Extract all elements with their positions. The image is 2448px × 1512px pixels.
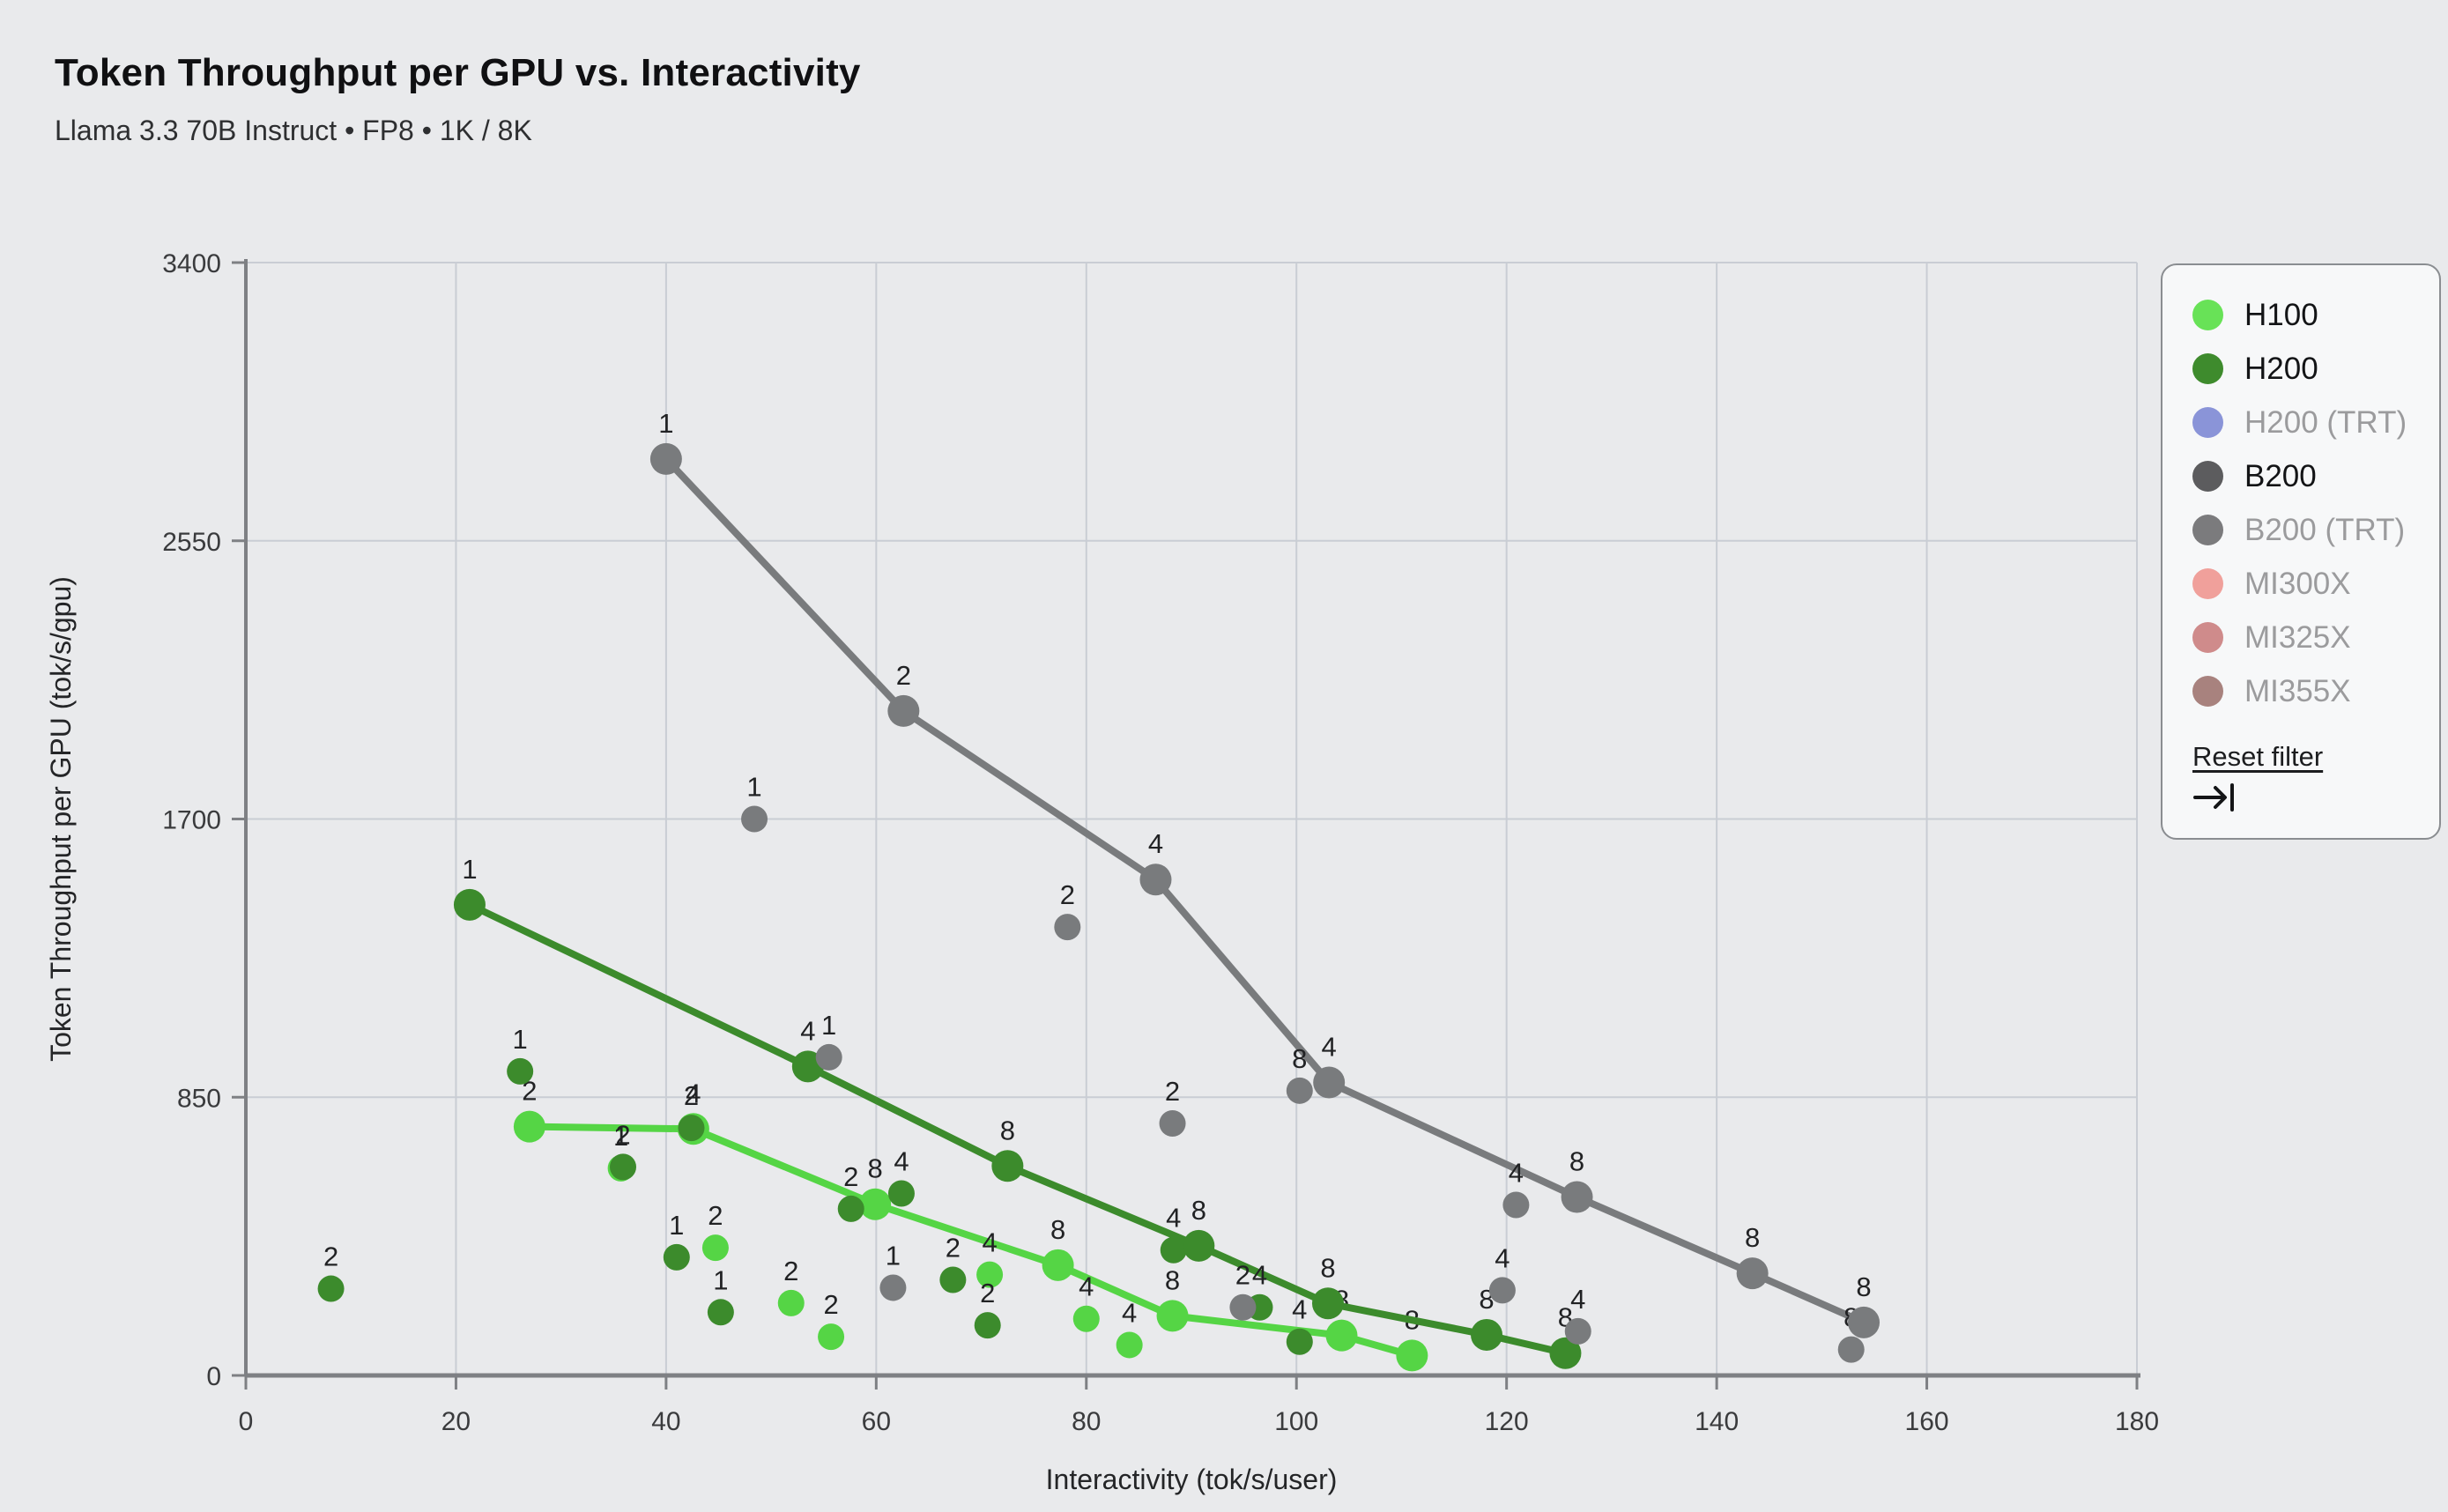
legend-item-label: B200 (TRT) [2244, 512, 2406, 547]
legend-item-label: B200 [2244, 458, 2317, 493]
legend-item-mi355x[interactable]: MI355X [2192, 664, 2422, 718]
legend-item-label: MI300X [2244, 566, 2351, 601]
legend-item-label: H200 (TRT) [2244, 404, 2407, 440]
svg-text:4: 4 [1292, 1294, 1307, 1325]
legend-item-mi300x[interactable]: MI300X [2192, 557, 2422, 611]
legend-color-dot [2192, 676, 2223, 707]
svg-text:1: 1 [462, 854, 477, 885]
legend-color-dot [2192, 515, 2223, 545]
svg-text:2: 2 [1165, 1076, 1180, 1107]
svg-text:4: 4 [1509, 1157, 1524, 1188]
legend-item-label: MI325X [2244, 619, 2351, 655]
svg-text:2: 2 [783, 1256, 798, 1286]
svg-text:1700: 1700 [162, 806, 221, 835]
chart-header: Token Throughput per GPU vs. Interactivi… [55, 51, 861, 147]
svg-text:0: 0 [206, 1362, 221, 1391]
svg-text:4: 4 [982, 1227, 997, 1258]
legend-item-label: H100 [2244, 297, 2318, 332]
svg-text:2: 2 [980, 1278, 995, 1308]
legend-item-label: MI355X [2244, 673, 2351, 708]
svg-text:2: 2 [684, 1080, 699, 1111]
svg-text:2: 2 [1235, 1260, 1250, 1291]
legend-color-dot [2192, 461, 2223, 492]
legend-color-dot [2192, 622, 2223, 653]
svg-text:100: 100 [1274, 1407, 1318, 1436]
legend-item-h200-trt[interactable]: H200 (TRT) [2192, 396, 2422, 449]
tab-arrow-icon[interactable] [2192, 782, 2238, 813]
svg-text:3400: 3400 [162, 249, 221, 278]
reset-filter-link[interactable]: Reset filter [2192, 741, 2324, 772]
svg-text:2: 2 [615, 1119, 630, 1150]
svg-text:8: 8 [1292, 1043, 1307, 1074]
svg-text:1: 1 [746, 772, 761, 803]
svg-text:1: 1 [658, 408, 673, 439]
svg-text:1: 1 [713, 1264, 728, 1295]
legend-color-dot [2192, 300, 2223, 330]
svg-text:2: 2 [1060, 879, 1075, 910]
svg-text:8: 8 [1856, 1271, 1871, 1302]
legend-color-dot [2192, 353, 2223, 384]
legend-item-mi325x[interactable]: MI325X [2192, 611, 2422, 664]
legend-reset-section: Reset filter [2192, 741, 2422, 813]
svg-text:1: 1 [669, 1210, 684, 1241]
svg-text:120: 120 [1485, 1407, 1529, 1436]
svg-text:2550: 2550 [162, 528, 221, 557]
svg-text:4: 4 [1495, 1242, 1510, 1273]
svg-text:4: 4 [1322, 1032, 1337, 1063]
svg-text:4: 4 [1122, 1297, 1137, 1328]
svg-text:2: 2 [843, 1161, 858, 1192]
svg-text:2: 2 [708, 1200, 723, 1231]
svg-text:8: 8 [1000, 1115, 1015, 1145]
legend-items: H100 H200 H200 (TRT) B200 B200 (TRT) MI300X MI… [2192, 288, 2422, 718]
svg-text:8: 8 [1191, 1195, 1206, 1226]
svg-text:2: 2 [323, 1241, 338, 1272]
legend-panel: H100 H200 H200 (TRT) B200 B200 (TRT) MI300X MI… [2161, 263, 2441, 840]
svg-text:4: 4 [1079, 1271, 1094, 1302]
svg-text:Interactivity (tok/s/user): Interactivity (tok/s/user) [1046, 1464, 1338, 1495]
legend-color-dot [2192, 407, 2223, 438]
svg-text:4: 4 [1148, 828, 1163, 859]
svg-text:2: 2 [896, 660, 911, 691]
svg-text:1: 1 [821, 1010, 836, 1041]
svg-text:8: 8 [1569, 1146, 1584, 1177]
svg-text:0: 0 [239, 1407, 254, 1436]
svg-text:20: 20 [441, 1407, 471, 1436]
legend-item-b200[interactable]: B200 [2192, 449, 2422, 503]
svg-text:2: 2 [946, 1233, 961, 1264]
svg-text:1: 1 [886, 1240, 901, 1271]
svg-text:8: 8 [1165, 1264, 1180, 1295]
svg-text:Token Throughput per GPU (tok/: Token Throughput per GPU (tok/s/gpu) [45, 576, 77, 1062]
svg-text:8: 8 [1320, 1252, 1335, 1283]
svg-text:8: 8 [868, 1153, 883, 1184]
svg-text:4: 4 [1252, 1260, 1267, 1291]
svg-text:4: 4 [686, 1078, 701, 1108]
svg-text:2: 2 [823, 1289, 838, 1320]
svg-text:8: 8 [1050, 1214, 1065, 1245]
legend-item-b200-trt[interactable]: B200 (TRT) [2192, 503, 2422, 557]
svg-text:160: 160 [1905, 1407, 1949, 1436]
legend-item-h100[interactable]: H100 [2192, 288, 2422, 342]
svg-text:4: 4 [1166, 1203, 1181, 1234]
svg-text:1: 1 [513, 1024, 528, 1055]
svg-text:4: 4 [800, 1015, 815, 1046]
svg-text:4: 4 [894, 1145, 909, 1176]
page-subtitle: Llama 3.3 70B Instruct • FP8 • 1K / 8K [55, 115, 532, 146]
svg-text:1: 1 [613, 1121, 628, 1152]
page-title: Token Throughput per GPU vs. Interactivi… [55, 51, 861, 94]
svg-text:4: 4 [1570, 1284, 1585, 1315]
legend-item-label: H200 [2244, 351, 2318, 386]
svg-text:80: 80 [1072, 1407, 1101, 1436]
svg-text:8: 8 [1745, 1222, 1760, 1253]
legend-item-h200[interactable]: H200 [2192, 342, 2422, 396]
legend-color-dot [2192, 568, 2223, 599]
svg-text:40: 40 [651, 1407, 680, 1436]
svg-text:60: 60 [862, 1407, 891, 1436]
svg-text:140: 140 [1695, 1407, 1739, 1436]
svg-text:180: 180 [2115, 1407, 2159, 1436]
svg-text:850: 850 [177, 1084, 221, 1113]
